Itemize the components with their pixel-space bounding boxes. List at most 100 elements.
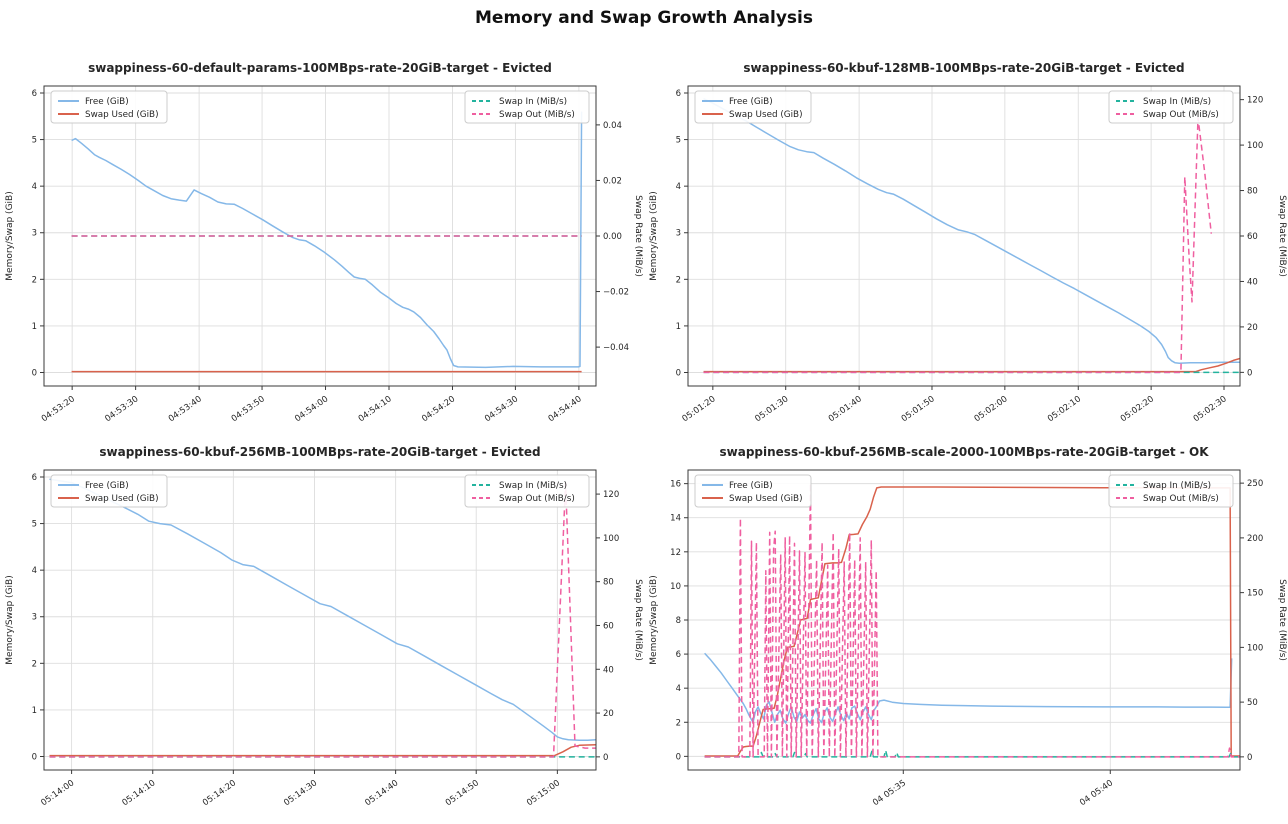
left-tick-label: 3 (32, 613, 37, 623)
right-tick-label: −0.04 (603, 343, 629, 353)
left-tick-label: 5 (32, 520, 37, 530)
x-tick-label: 04:53:30 (103, 394, 140, 424)
right-tick-label: 20 (603, 709, 614, 719)
right-tick-label: 50 (1247, 698, 1258, 708)
left-tick-label: 4 (676, 684, 681, 694)
series-group (703, 97, 1240, 374)
legend-label: Free (GiB) (85, 481, 129, 491)
x-tick-label: 04:53:20 (40, 394, 77, 424)
series-swap_in (704, 749, 1240, 758)
series-group (71, 111, 583, 373)
right-tick-label: −0.02 (603, 288, 629, 298)
legend-label: Swap In (MiB/s) (1143, 97, 1211, 107)
series-swap_used (703, 357, 1240, 373)
legend-label: Swap Used (GiB) (85, 110, 159, 120)
right-axis-label: Swap Rate (MiB/s) (633, 195, 643, 277)
plot-area (688, 86, 1240, 386)
legend-label: Swap Out (MiB/s) (499, 110, 575, 120)
left-tick-label: 3 (32, 229, 37, 239)
legend-label: Swap Out (MiB/s) (499, 494, 575, 504)
left-tick-label: 5 (676, 136, 681, 146)
right-tick-label: 0 (1247, 368, 1252, 378)
series-swap_out (703, 117, 1213, 374)
x-tick-label: 05:01:30 (753, 394, 790, 424)
right-axis-label: Swap Rate (MiB/s) (633, 579, 643, 661)
legend-left: Free (GiB) Swap Used (GiB) (694, 474, 812, 508)
legend-right: Swap In (MiB/s) Swap Out (MiB/s) (464, 474, 590, 508)
right-tick-label: 120 (1247, 96, 1263, 106)
legend-left: Free (GiB) Swap Used (GiB) (694, 90, 812, 124)
right-tick-label: 100 (1247, 141, 1263, 151)
left-tick-label: 0 (32, 368, 37, 378)
legend-left: Free (GiB) Swap Used (GiB) (50, 474, 168, 508)
x-tick-label: 05:01:20 (681, 394, 718, 424)
left-tick-label: 0 (32, 752, 37, 762)
x-tick-label: 04:53:50 (230, 394, 267, 424)
x-tick-label: 04 05:40 (1078, 778, 1115, 808)
left-tick-label: 3 (676, 229, 681, 239)
x-tick-label: 05:02:10 (1046, 394, 1083, 424)
left-tick-label: 10 (670, 582, 681, 592)
right-tick-label: 40 (603, 665, 614, 675)
right-axis-label: Swap Rate (MiB/s) (1277, 195, 1287, 277)
series-swap_used (704, 486, 1240, 757)
series-swap_out (49, 482, 596, 758)
chart-svg: 0 1 2 3 4 5 6 0.04 0.02 0.00 −0.02 −0.04 04:53:20 04:… (5, 61, 643, 424)
x-tick-label: 05:14:20 (201, 778, 238, 808)
x-tick-label: 05:14:00 (39, 778, 76, 808)
left-tick-label: 0 (676, 752, 681, 762)
legend-right: Swap In (MiB/s) Swap Out (MiB/s) (1108, 90, 1234, 124)
x-tick-label: 05:02:30 (1192, 394, 1229, 424)
right-tick-label: 200 (1247, 534, 1263, 544)
x-tick-label: 05:14:50 (444, 778, 481, 808)
left-tick-label: 4 (32, 566, 37, 576)
left-axis-label: Memory/Swap (GiB) (649, 575, 659, 664)
left-tick-label: 14 (670, 514, 681, 524)
legend-label: Free (GiB) (85, 97, 129, 107)
legend-label: Swap Used (GiB) (729, 110, 803, 120)
left-axis-label: Memory/Swap (GiB) (5, 575, 15, 664)
left-tick-label: 1 (676, 322, 681, 332)
left-tick-label: 6 (676, 650, 681, 660)
x-tick-label: 05:14:30 (282, 778, 319, 808)
left-tick-label: 2 (32, 659, 37, 669)
subplot-title: swappiness-60-kbuf-256MB-scale-2000-100M… (720, 445, 1210, 459)
right-tick-label: 100 (1247, 643, 1263, 653)
subplot-title: swappiness-60-default-params-100MBps-rat… (88, 61, 552, 75)
left-tick-label: 2 (32, 275, 37, 285)
x-tick-label: 04:54:40 (547, 394, 584, 424)
right-tick-label: 150 (1247, 589, 1263, 599)
series-free (49, 478, 596, 741)
series-group (704, 482, 1240, 758)
legend-right: Swap In (MiB/s) Swap Out (MiB/s) (1108, 474, 1234, 508)
series-free (704, 652, 1233, 724)
subplot-bottom-left: 0 1 2 3 4 5 6 0 20 40 60 80 100 120 05:14:00 05:14:10 05… (0, 432, 644, 820)
right-tick-label: 120 (603, 490, 619, 500)
right-axis-label: Swap Rate (MiB/s) (1277, 579, 1287, 661)
right-tick-label: 60 (1247, 232, 1258, 242)
subplot-top-left: 0 1 2 3 4 5 6 0.04 0.02 0.00 −0.02 −0.04 04:53:20 04:… (0, 48, 644, 436)
right-tick-label: 0 (603, 753, 608, 763)
left-axis-label: Memory/Swap (GiB) (649, 191, 659, 280)
series-free (703, 97, 1240, 364)
series-group (49, 478, 596, 758)
left-tick-label: 4 (32, 182, 37, 192)
page-title: Memory and Swap Growth Analysis (475, 8, 813, 28)
subplot-title: swappiness-60-kbuf-256MB-100MBps-rate-20… (99, 445, 540, 459)
right-tick-label: 0.00 (603, 232, 622, 242)
x-tick-label: 04:53:40 (167, 394, 204, 424)
legend-label: Swap Out (MiB/s) (1143, 110, 1219, 120)
left-tick-label: 12 (670, 548, 681, 558)
left-tick-label: 6 (32, 89, 37, 99)
x-tick-label: 05:15:00 (525, 778, 562, 808)
left-tick-label: 4 (676, 182, 681, 192)
subplot-bottom-right: 0 2 4 6 8 10 12 14 16 0 50 100 150 200 250 04 05:35 04 0… (644, 432, 1288, 820)
x-tick-label: 04 05:35 (871, 778, 908, 808)
right-tick-label: 80 (1247, 187, 1258, 197)
right-tick-label: 0.02 (603, 176, 622, 186)
plot-area (44, 470, 596, 770)
right-tick-label: 80 (603, 578, 614, 588)
series-swap_used (49, 744, 596, 757)
